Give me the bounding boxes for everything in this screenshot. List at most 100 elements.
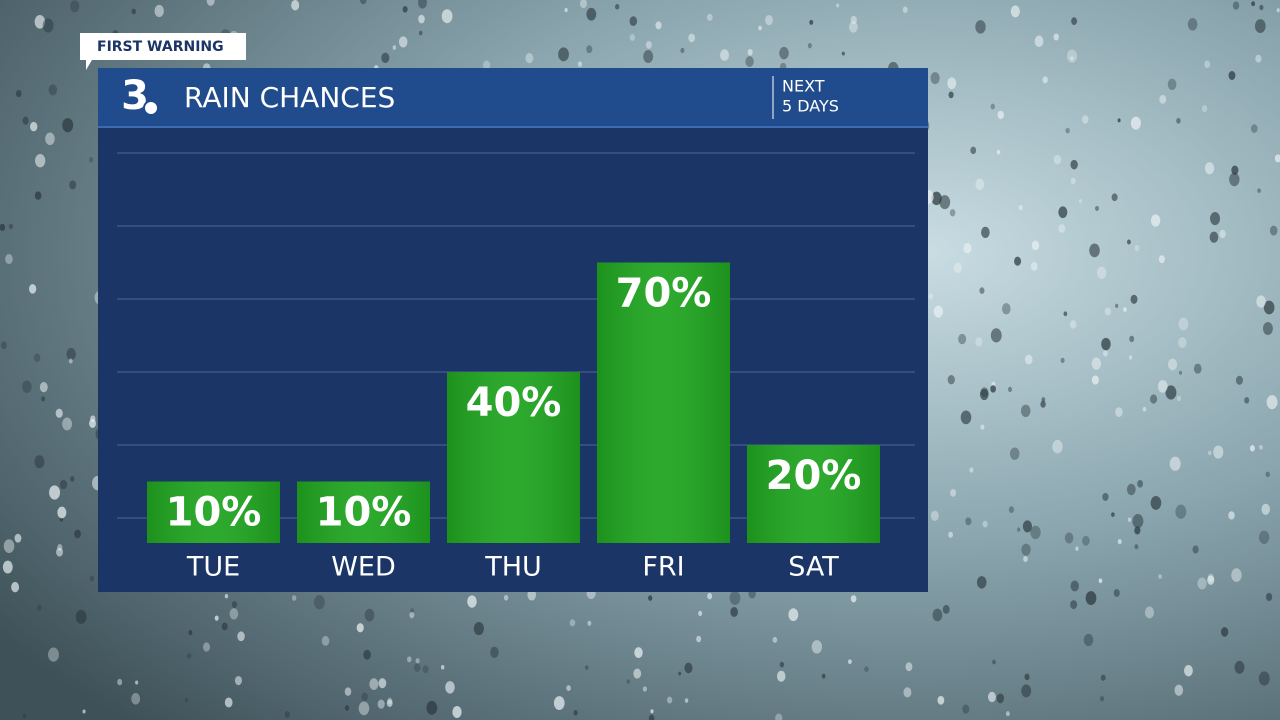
raindrop <box>1266 395 1278 410</box>
raindrop <box>678 671 682 676</box>
raindrop <box>1078 198 1083 204</box>
raindrop <box>1100 674 1106 681</box>
raindrop <box>1259 4 1264 11</box>
raindrop <box>214 615 219 621</box>
raindrop <box>643 50 654 64</box>
raindrop <box>1098 578 1103 584</box>
raindrop <box>22 116 29 125</box>
raindrop <box>950 488 957 497</box>
raindrop <box>1042 76 1048 84</box>
raindrop <box>1259 444 1263 450</box>
raindrop <box>527 589 536 601</box>
raindrop <box>45 132 55 146</box>
raindrop <box>1167 78 1177 91</box>
raindrop <box>933 305 943 318</box>
raindrop <box>1104 307 1111 316</box>
raindrop <box>1111 512 1115 517</box>
raindrop <box>947 77 957 90</box>
raindrop <box>1210 212 1221 226</box>
raindrop <box>848 21 858 33</box>
raindrop <box>1075 546 1079 551</box>
raindrop <box>359 0 367 5</box>
raindrop <box>483 60 491 70</box>
raindrop <box>418 0 427 9</box>
raindrop <box>88 156 94 163</box>
raindrop <box>1071 17 1078 25</box>
raindrop <box>1010 5 1020 18</box>
raindrop <box>975 178 985 191</box>
raindrop <box>1228 511 1235 520</box>
raindrop <box>398 36 408 48</box>
raindrop <box>284 711 290 718</box>
raindrop <box>291 0 300 11</box>
raindrop <box>59 517 64 522</box>
raindrop <box>1069 320 1077 329</box>
raindrop <box>1127 239 1131 245</box>
raindrop <box>1052 439 1063 454</box>
raindrop <box>1130 116 1141 130</box>
raindrop <box>1258 671 1270 686</box>
raindrop <box>1207 575 1215 585</box>
raindrop <box>587 620 592 626</box>
raindrop <box>1021 684 1032 698</box>
raindrop <box>1250 124 1258 133</box>
raindrop <box>931 191 942 206</box>
plot: 10% TUE 10% WED 40% THU 70% FRI 20% SAT <box>117 152 915 583</box>
raindrop <box>1024 673 1030 681</box>
raindrop <box>1208 450 1212 456</box>
raindrop <box>1014 256 1022 266</box>
raindrop <box>525 52 534 64</box>
raindrop <box>3 539 15 553</box>
raindrop <box>747 48 753 56</box>
raindrop <box>1150 394 1158 404</box>
raindrop <box>648 595 653 601</box>
bar-shade <box>597 262 730 543</box>
raindrop <box>1064 532 1074 544</box>
raindrop <box>42 18 54 33</box>
raindrop <box>772 636 778 643</box>
raindrop <box>48 647 59 662</box>
bar-shade <box>147 481 280 543</box>
raindrop <box>1168 358 1178 371</box>
raindrop <box>811 640 823 654</box>
raindrop <box>1040 400 1046 408</box>
raindrop <box>1274 154 1280 163</box>
raindrop <box>1263 300 1275 315</box>
raindrop <box>1262 322 1273 335</box>
raindrop <box>22 380 32 393</box>
raindrop <box>558 47 569 62</box>
raindrop <box>569 619 576 627</box>
raindrop <box>1276 8 1280 13</box>
raindrop <box>1137 480 1144 488</box>
bar-shade <box>747 445 880 543</box>
raindrop <box>1213 445 1224 459</box>
bar-shade <box>297 481 430 543</box>
raindrop <box>1096 266 1107 279</box>
raindrop <box>1009 447 1020 460</box>
raindrop <box>361 692 368 701</box>
raindrop <box>996 693 1005 704</box>
raindrop <box>59 479 68 490</box>
bar-shade <box>447 372 580 543</box>
raindrop <box>965 517 972 526</box>
raindrop <box>655 21 662 30</box>
raindrop <box>949 209 956 217</box>
raindrop <box>779 46 789 60</box>
raindrop <box>1102 350 1108 357</box>
raindrop <box>980 424 985 430</box>
raindrop <box>34 191 42 200</box>
raindrop <box>1142 406 1147 412</box>
x-tick-label: FRI <box>642 552 684 583</box>
raindrop <box>68 358 73 364</box>
raindrop <box>1231 568 1242 582</box>
raindrop <box>30 121 38 132</box>
raindrop <box>1244 396 1250 404</box>
raindrop <box>1081 115 1089 124</box>
raindrop <box>387 697 393 705</box>
raindrop <box>202 642 211 652</box>
raindrop <box>958 333 967 345</box>
raindrop <box>75 609 87 624</box>
raindrop <box>1024 354 1033 365</box>
raindrop <box>992 659 996 665</box>
raindrop <box>990 328 1002 343</box>
